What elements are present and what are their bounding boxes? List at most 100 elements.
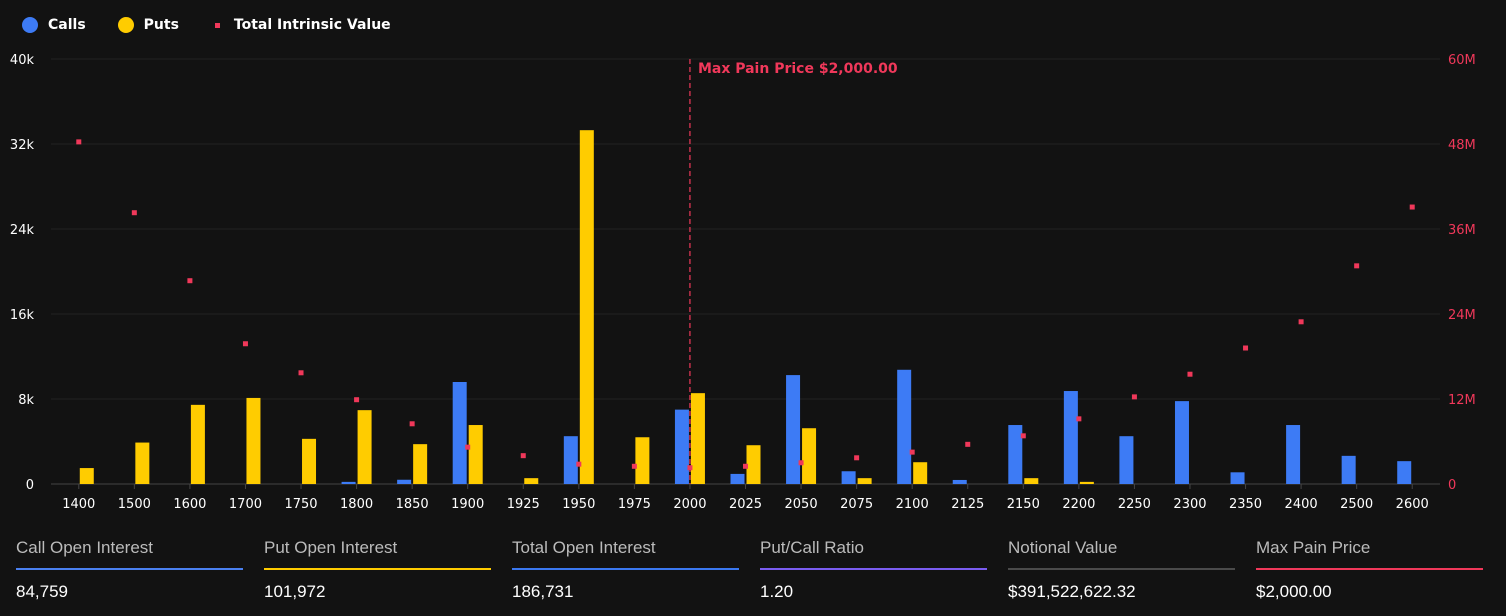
put-bar [246, 397, 261, 484]
put-bar [190, 404, 205, 484]
put-bar [1079, 481, 1094, 484]
stat-put-call-ratio: Put/Call Ratio 1.20 [760, 538, 987, 602]
stat-put-oi: Put Open Interest 101,972 [264, 538, 491, 602]
intrinsic-value-point [798, 460, 804, 466]
intrinsic-value-point [187, 278, 193, 284]
calls-dot-icon [22, 17, 38, 33]
put-bar [579, 130, 594, 484]
intrinsic-value-point [631, 463, 637, 469]
stat-value: 101,972 [264, 582, 326, 601]
stat-label: Put Open Interest [264, 538, 398, 557]
x-tick-label: 2050 [785, 497, 818, 512]
intrinsic-value-point [1409, 204, 1415, 210]
intrinsic-value-point [520, 453, 526, 459]
stat-underline [1256, 568, 1483, 570]
call-bar [897, 369, 912, 484]
y-left-tick-label: 24k [10, 223, 35, 238]
call-bar [563, 436, 578, 484]
stat-value: $2,000.00 [1256, 582, 1332, 601]
legend-label: Total Intrinsic Value [233, 17, 391, 33]
open-interest-chart: 0 8k 16k 24k 32k 40k 0 12M 24M 36M 48M 60M 1400 1500 1… [10, 53, 1476, 512]
chart-legend: Calls Puts Total Intrinsic Value [22, 17, 423, 33]
x-tick-label: 1500 [118, 497, 151, 512]
stat-call-oi: Call Open Interest 84,759 [16, 538, 243, 602]
intrinsic-value-point [465, 444, 471, 450]
max-pain-label: Max Pain Price $2,000.00 [698, 61, 898, 77]
legend-label: Puts [143, 17, 179, 33]
x-tick-label: 1800 [340, 497, 373, 512]
stat-total-oi: Total Open Interest 186,731 [512, 538, 739, 602]
stat-value: $391,522,622.32 [1008, 582, 1136, 601]
intrinsic-value-point [743, 463, 748, 469]
intrinsic-value-point [1298, 319, 1304, 325]
put-bar [468, 425, 483, 484]
call-bar [674, 409, 689, 484]
put-bar [302, 438, 317, 484]
intrinsic-value-point [854, 455, 860, 461]
x-tick-label: 1700 [229, 497, 262, 512]
call-bar [341, 481, 356, 484]
stat-underline [264, 568, 491, 570]
intrinsic-value-point [242, 341, 248, 347]
put-bar [524, 478, 539, 484]
y-right-tick-label: 24M [1448, 308, 1476, 323]
stats-row: Call Open Interest 84,759 Put Open Intere… [16, 538, 1504, 602]
intrinsic-value-point [1076, 416, 1082, 422]
intrinsic-value-point [354, 397, 360, 403]
call-bar [397, 479, 412, 484]
stat-label: Max Pain Price [1256, 538, 1371, 557]
x-tick-label: 1850 [396, 497, 429, 512]
stat-label: Notional Value [1008, 538, 1118, 557]
x-tick-label: 2400 [1285, 497, 1318, 512]
put-bar [690, 393, 705, 484]
call-bar [730, 473, 745, 484]
x-tick-label: 2150 [1007, 497, 1040, 512]
x-tick-label: 1400 [62, 497, 95, 512]
intrinsic-value-point [76, 139, 82, 145]
intrinsic-value-point [576, 461, 582, 467]
put-bar [79, 468, 94, 484]
x-tick-label: 2300 [1173, 497, 1206, 512]
call-bar [452, 382, 467, 484]
stat-value: 84,759 [16, 582, 68, 601]
put-bar [135, 442, 150, 484]
x-tick-label: 1975 [618, 497, 651, 512]
call-bar [1230, 472, 1245, 484]
intrinsic-value-point [1131, 394, 1137, 400]
stat-underline [512, 568, 739, 570]
intrinsic-value-point [131, 210, 137, 216]
stat-label: Put/Call Ratio [760, 538, 864, 557]
stat-value: 1.20 [760, 582, 794, 601]
call-bar [786, 375, 801, 484]
x-tick-label: 1750 [284, 497, 317, 512]
x-tick-label: 2200 [1062, 497, 1095, 512]
stat-notional-value: Notional Value $391,522,622.32 [1008, 538, 1235, 602]
stat-label: Total Open Interest [512, 538, 656, 557]
put-bar [357, 410, 372, 484]
x-tick-label: 1925 [507, 497, 540, 512]
y-left-tick-label: 32k [10, 138, 35, 153]
x-tick-label: 2500 [1340, 497, 1373, 512]
call-bar [1008, 425, 1023, 484]
y-left-tick-label: 8k [18, 393, 34, 408]
y-right-tick-label: 12M [1448, 393, 1476, 408]
stat-max-pain: Max Pain Price $2,000.00 [1256, 538, 1483, 602]
put-bar [857, 478, 872, 484]
intrinsic-value-point [409, 421, 415, 427]
put-bar [635, 437, 650, 484]
put-bar [1024, 478, 1039, 484]
x-tick-label: 1900 [451, 497, 484, 512]
x-tick-label: 2600 [1396, 497, 1429, 512]
y-left-tick-label: 0 [26, 478, 34, 493]
intrinsic-value-point [909, 449, 915, 455]
x-tick-label: 2350 [1229, 497, 1262, 512]
call-bar [841, 471, 856, 484]
legend-label: Calls [48, 17, 86, 33]
legend-puts[interactable]: Puts [117, 17, 179, 33]
legend-intrinsic[interactable]: Total Intrinsic Value [211, 17, 391, 33]
y-right-tick-label: 48M [1448, 138, 1476, 153]
legend-calls[interactable]: Calls [22, 17, 86, 33]
x-tick-label: 1600 [173, 497, 206, 512]
stat-value: 186,731 [512, 582, 574, 601]
y-left-tick-label: 16k [10, 308, 35, 323]
